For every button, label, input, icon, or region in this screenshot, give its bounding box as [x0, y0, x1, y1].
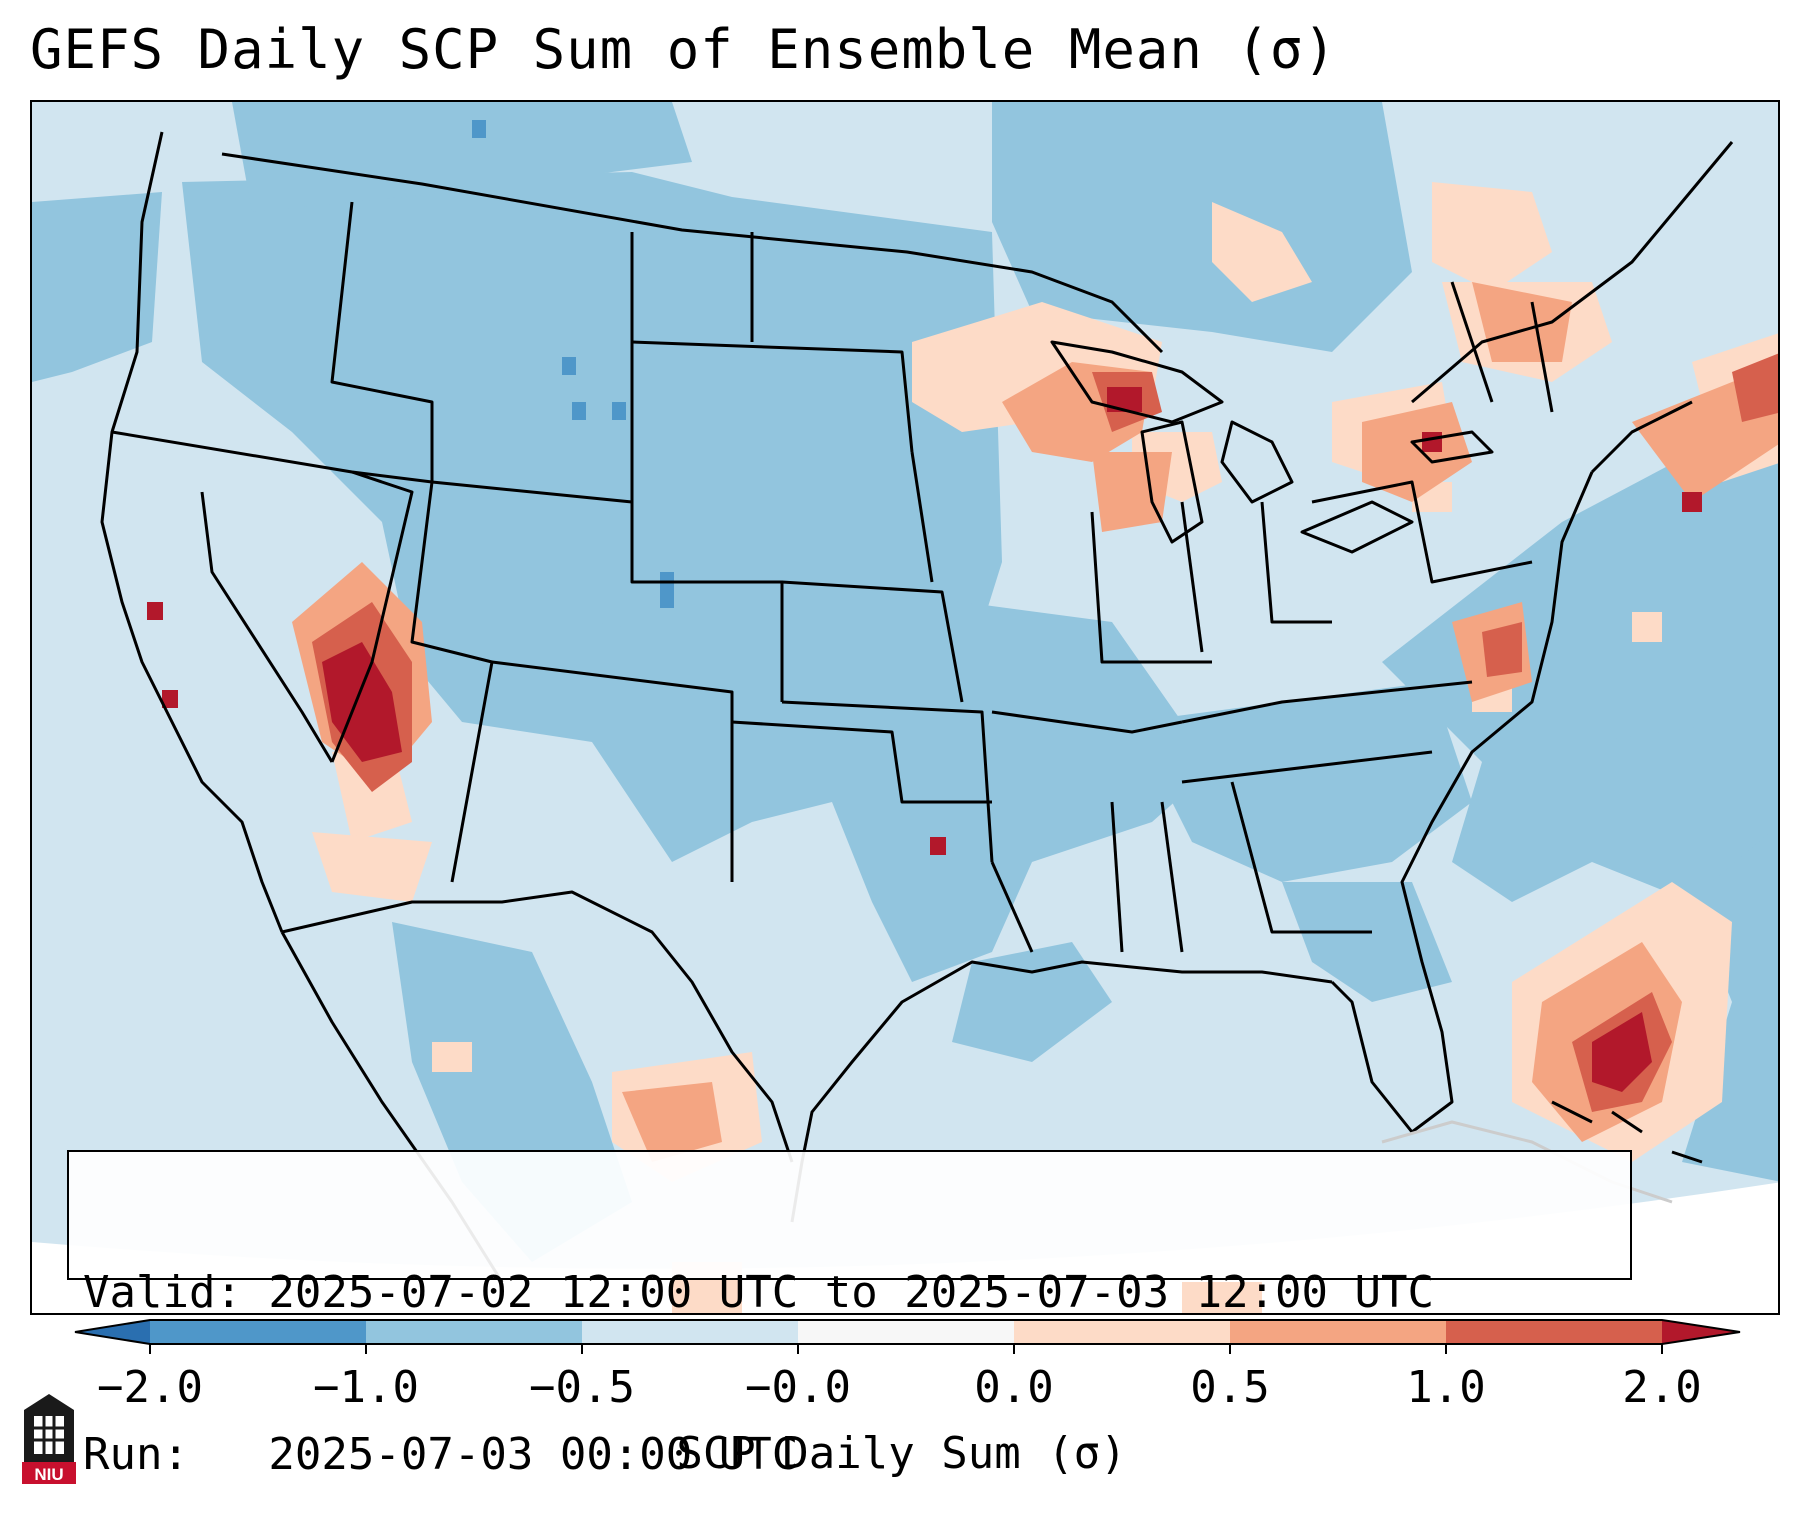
colorbar-tick-label: −2.0: [97, 1362, 203, 1413]
colorbar-tick-label: −0.5: [529, 1362, 635, 1413]
map-panel: [30, 100, 1780, 1315]
colorbar: [74, 1319, 1741, 1354]
colorbar-tick-label: 0.5: [1190, 1362, 1270, 1413]
colorbar-bin-neg05-0: [582, 1320, 798, 1344]
colorbar-ticks: [149, 1344, 1663, 1354]
field-positive-extreme: [147, 387, 1702, 1092]
colorbar-tick-label: 2.0: [1622, 1362, 1702, 1413]
validity-info-box: Valid: 2025-07-02 12:00 UTC to 2025-07-0…: [67, 1150, 1632, 1480]
colorbar-tick-label: −0.0: [745, 1362, 851, 1413]
colorbar-bin-05-1: [1230, 1320, 1446, 1344]
colorbar-tick-label: −1.0: [313, 1362, 419, 1413]
scp-map: [32, 102, 1778, 1313]
colorbar-bin-neg1-neg05: [366, 1320, 582, 1344]
field-negative-medium: [32, 102, 1778, 1262]
colorbar-bin-1-2: [1446, 1320, 1662, 1344]
colorbar-tick-label: 0.0: [974, 1362, 1054, 1413]
boundaries: [100, 131, 1734, 1283]
colorbar-tick-label: 1.0: [1406, 1362, 1486, 1413]
colorbar-label: SCP Daily Sum (σ): [676, 1428, 1127, 1479]
colorbar-extend-high: [1662, 1320, 1740, 1344]
map-title: GEFS Daily SCP Sum of Ensemble Mean (σ): [30, 18, 1337, 81]
niu-logo-icon: NIU: [22, 1394, 76, 1484]
colorbar-bin-neg2-neg1: [150, 1320, 366, 1344]
logo-text: NIU: [34, 1465, 63, 1484]
colorbar-extend-low: [75, 1320, 150, 1344]
valid-time-line: Valid: 2025-07-02 12:00 UTC to 2025-07-0…: [83, 1267, 1435, 1318]
colorbar-bin-zero: [798, 1320, 1014, 1344]
colorbar-bin-0-05: [1014, 1320, 1230, 1344]
run-time-line: Run: 2025-07-03 00:00 UTC: [83, 1429, 799, 1480]
